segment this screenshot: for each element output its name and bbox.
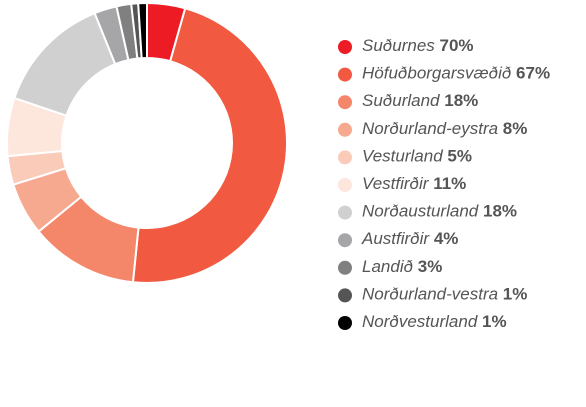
legend-swatch [338,67,352,82]
legend-value: 1% [482,312,507,331]
legend-value: 3% [418,257,443,276]
slice [131,7,288,284]
legend-label: Norðvesturland 1% [362,312,507,331]
legend-value: 1% [503,285,528,304]
legend-label: Austfirðir 4% [361,230,458,249]
legend-name: Landið [362,257,413,276]
legend-name: Suðurnes [362,36,435,55]
legend-name: Höfuðborgarsvæðið [362,64,511,83]
legend-value: 18% [444,92,478,111]
legend-name: Norðausturland [362,202,479,221]
legend-swatch [338,122,352,137]
legend-label: Landið 3% [362,257,442,276]
slice [137,1,148,60]
legend-swatch [338,205,352,220]
legend-swatch [338,178,352,192]
legend-label: Suðurnes 70% [362,36,474,55]
legend-value: 5% [447,147,472,166]
legend-label: Suðurland 18% [362,92,478,111]
legend-swatch [338,260,352,275]
legend-label: Höfuðborgarsvæðið 67% [362,64,550,83]
legend-name: Austfirðir [361,230,430,249]
legend-value: 11% [433,174,466,193]
legend-name: Vesturland [362,147,443,166]
legend-label: Norðurland-eystra 8% [362,119,527,138]
legend-swatch [338,288,352,303]
legend-value: 4% [434,230,459,249]
legend-swatch [338,95,352,110]
legend-value: 18% [483,202,517,221]
legend-label: Vesturland 5% [362,147,472,166]
legend-name: Norðurland-vestra [362,285,498,304]
legend-name: Vestfirðir [362,174,430,193]
legend-swatch [338,233,352,248]
legend-label: Norðausturland 18% [362,202,517,221]
legend-swatch [338,316,352,330]
legend-value: 67% [516,64,550,83]
legend-swatch [338,40,352,54]
legend-name: Norðurland-eystra [362,119,498,138]
legend-label: Norðurland-vestra 1% [362,285,527,304]
legend-name: Norðvesturland [362,312,478,331]
legend-swatch [338,150,352,165]
legend-value: 8% [503,119,528,138]
legend-name: Suðurland [362,92,440,111]
legend-label: Vestfirðir 11% [362,174,466,193]
legend-value: 70% [440,36,474,55]
